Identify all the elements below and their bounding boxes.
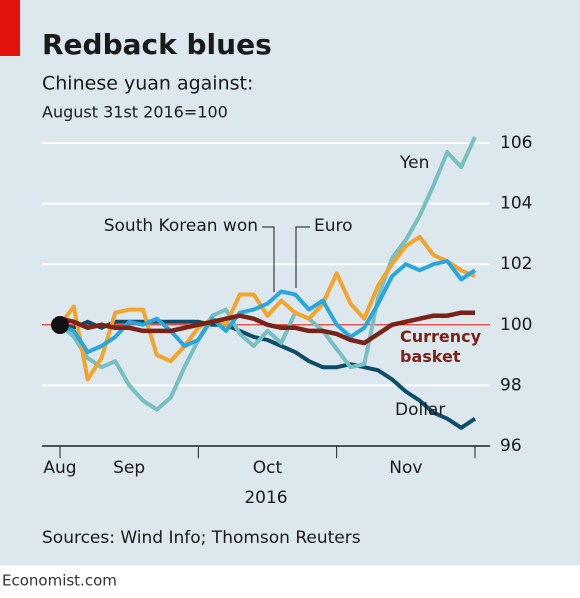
y-tick-label: 98 xyxy=(500,375,522,395)
series-line xyxy=(59,259,477,355)
legend-label: Yen xyxy=(399,153,429,173)
y-tick-label: 104 xyxy=(500,194,532,214)
source: Sources: Wind Info; Thomson Reuters xyxy=(42,528,361,548)
footer: Economist.com xyxy=(2,572,117,590)
x-tick-label: Oct xyxy=(253,458,283,478)
x-tick-label: Aug xyxy=(43,458,76,478)
chart-title: Redback blues xyxy=(42,28,272,61)
brand-tag xyxy=(0,0,20,56)
y-tick-label: 102 xyxy=(500,254,532,274)
chart-subtitle: Chinese yuan against: xyxy=(42,73,253,95)
legend-label: South Korean won xyxy=(104,216,258,236)
legend-label: Euro xyxy=(314,216,353,236)
legend-label: Currency basket xyxy=(400,327,482,366)
background xyxy=(0,0,580,565)
euro-leader xyxy=(295,226,310,288)
lines xyxy=(58,136,477,430)
series-line xyxy=(58,136,477,412)
series-line xyxy=(58,234,476,382)
won-leader xyxy=(262,226,275,292)
grid: 96 98 100 102 104 106 Aug Sep Oct Nov xyxy=(42,133,532,478)
x-tick-label: Nov xyxy=(389,458,422,478)
y-tick-label: 96 xyxy=(500,436,522,456)
legend-label: Dollar xyxy=(395,400,445,420)
chart-note: August 31st 2016=100 xyxy=(42,103,228,122)
series-line xyxy=(59,310,475,346)
x-axis-label: 2016 xyxy=(244,488,287,508)
start-dot xyxy=(51,316,69,334)
y-tick-label: 106 xyxy=(500,133,532,153)
x-tick-label: Sep xyxy=(113,458,145,478)
y-tick-label: 100 xyxy=(500,315,532,335)
